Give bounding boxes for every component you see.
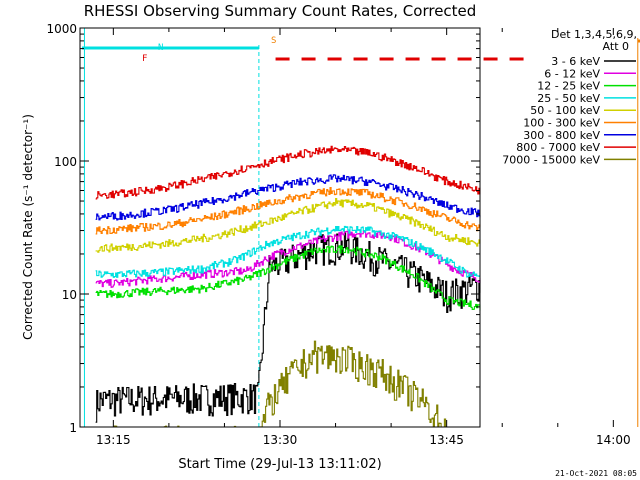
legend-entry-label: 25 - 50 keV [537, 92, 600, 105]
legend-entry-label: 12 - 25 keV [537, 80, 600, 93]
legend-entry-label: 100 - 300 keV [523, 117, 600, 130]
legend-header: Det 1,3,4,5,6,9, [551, 28, 637, 41]
legend-header: Att 0 [603, 40, 629, 53]
series-6 [95, 174, 481, 221]
x-tick-label: 13:30 [263, 433, 298, 447]
y-tick-label: 10 [62, 288, 77, 302]
x-tick-label: 13:45 [429, 433, 464, 447]
flag-label-n: N [158, 43, 163, 53]
series-4 [95, 198, 481, 253]
x-axis-label: Start Time (29-Jul-13 13:11:02) [178, 457, 381, 472]
series-line [95, 174, 481, 221]
y-tick-label: 1 [69, 421, 77, 435]
flag-label-s: S [271, 36, 276, 46]
flag-label-f: F [142, 54, 147, 64]
legend-entry-label: 3 - 6 keV [551, 55, 600, 68]
y-tick-label: 1000 [46, 22, 77, 36]
series-line [95, 187, 481, 235]
series-line [95, 231, 481, 423]
legend-entry-label: 800 - 7000 keV [516, 141, 600, 154]
series-line [95, 340, 447, 428]
plot-layer: NFS13:1513:3013:4514:0014:1514:3014:4511… [46, 22, 640, 447]
series-2 [95, 245, 481, 311]
footer-date: 21-Oct-2021 08:05 [555, 469, 637, 478]
series-line [95, 230, 481, 288]
series-line [95, 198, 481, 253]
series-5 [95, 187, 481, 235]
series-line [95, 145, 481, 200]
legend-entry-label: 300 - 800 keV [523, 129, 600, 142]
series-0 [95, 231, 481, 423]
x-tick-label: 13:15 [96, 433, 131, 447]
series-7 [95, 145, 481, 200]
series-1 [95, 230, 481, 288]
y-tick-label: 100 [54, 155, 77, 169]
series-8 [95, 340, 447, 428]
chart-title: RHESSI Observing Summary Count Rates, Co… [84, 2, 477, 20]
series-line [95, 225, 480, 278]
legend-entry-label: 7000 - 15000 keV [502, 153, 600, 166]
y-axis-label: Corrected Count Rate (s⁻¹ detector⁻¹) [21, 114, 35, 340]
series-line [95, 245, 481, 311]
series-3 [95, 225, 480, 278]
x-tick-label: 14:00 [596, 433, 631, 447]
legend-entry-label: 50 - 100 keV [530, 104, 600, 117]
legend-entry-label: 6 - 12 keV [544, 67, 600, 80]
